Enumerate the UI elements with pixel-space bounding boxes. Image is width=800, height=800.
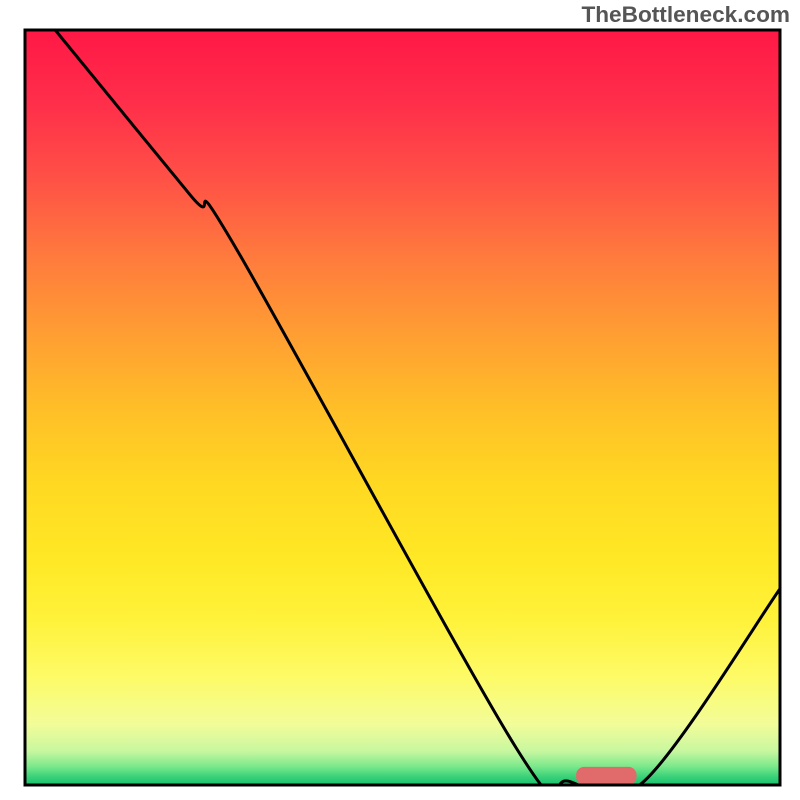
- chart-container: { "watermark": { "text": "TheBottleneck.…: [0, 0, 800, 800]
- gradient-background: [25, 30, 780, 785]
- watermark-text: TheBottleneck.com: [581, 2, 790, 28]
- bottleneck-chart: [0, 0, 800, 800]
- optimal-zone-marker: [576, 767, 636, 785]
